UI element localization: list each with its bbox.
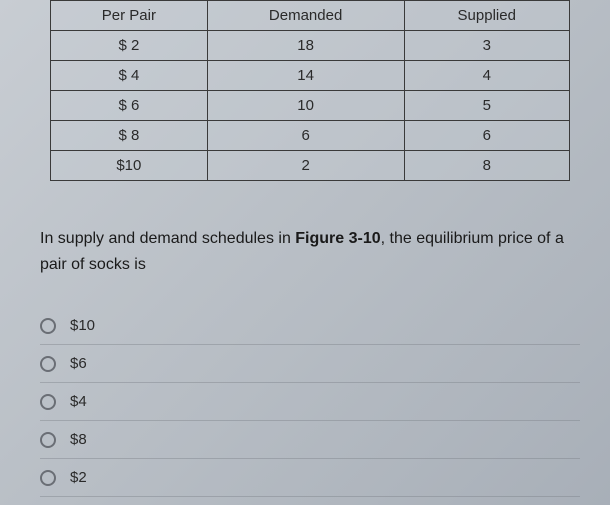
table-row: $ 4 14 4	[51, 61, 570, 91]
col-header-supplied: Supplied	[404, 1, 570, 31]
radio-icon	[40, 432, 56, 448]
option-label: $2	[70, 469, 87, 486]
table-row: $10 2 8	[51, 151, 570, 181]
col-header-demanded: Demanded	[207, 1, 404, 31]
cell-demanded: 14	[207, 61, 404, 91]
cell-supplied: 6	[404, 121, 570, 151]
cell-price: $ 8	[51, 121, 208, 151]
option-label: $10	[70, 317, 95, 334]
cell-supplied: 3	[404, 31, 570, 61]
question-prefix: In supply and demand schedules in	[40, 230, 295, 247]
option-2[interactable]: $2	[40, 459, 580, 497]
option-4[interactable]: $4	[40, 383, 580, 421]
option-label: $4	[70, 393, 87, 410]
table-row: $ 6 10 5	[51, 91, 570, 121]
table-header-row: Per Pair Demanded Supplied	[51, 1, 570, 31]
radio-icon	[40, 318, 56, 334]
cell-supplied: 5	[404, 91, 570, 121]
cell-demanded: 2	[207, 151, 404, 181]
cell-demanded: 18	[207, 31, 404, 61]
table-row: $ 8 6 6	[51, 121, 570, 151]
cell-price: $ 6	[51, 91, 208, 121]
table-row: $ 2 18 3	[51, 31, 570, 61]
col-header-price: Per Pair	[51, 1, 208, 31]
radio-icon	[40, 470, 56, 486]
option-6[interactable]: $6	[40, 345, 580, 383]
option-10[interactable]: $10	[40, 307, 580, 345]
cell-supplied: 8	[404, 151, 570, 181]
radio-icon	[40, 394, 56, 410]
question-bold: Figure 3-10	[295, 230, 380, 247]
option-label: $6	[70, 355, 87, 372]
cell-price: $ 2	[51, 31, 208, 61]
supply-demand-table: Per Pair Demanded Supplied $ 2 18 3 $ 4 …	[50, 0, 570, 181]
cell-demanded: 6	[207, 121, 404, 151]
answer-options: $10 $6 $4 $8 $2	[40, 307, 580, 497]
cell-demanded: 10	[207, 91, 404, 121]
question-text: In supply and demand schedules in Figure…	[40, 226, 580, 277]
radio-icon	[40, 356, 56, 372]
cell-price: $10	[51, 151, 208, 181]
option-8[interactable]: $8	[40, 421, 580, 459]
cell-price: $ 4	[51, 61, 208, 91]
option-label: $8	[70, 431, 87, 448]
cell-supplied: 4	[404, 61, 570, 91]
